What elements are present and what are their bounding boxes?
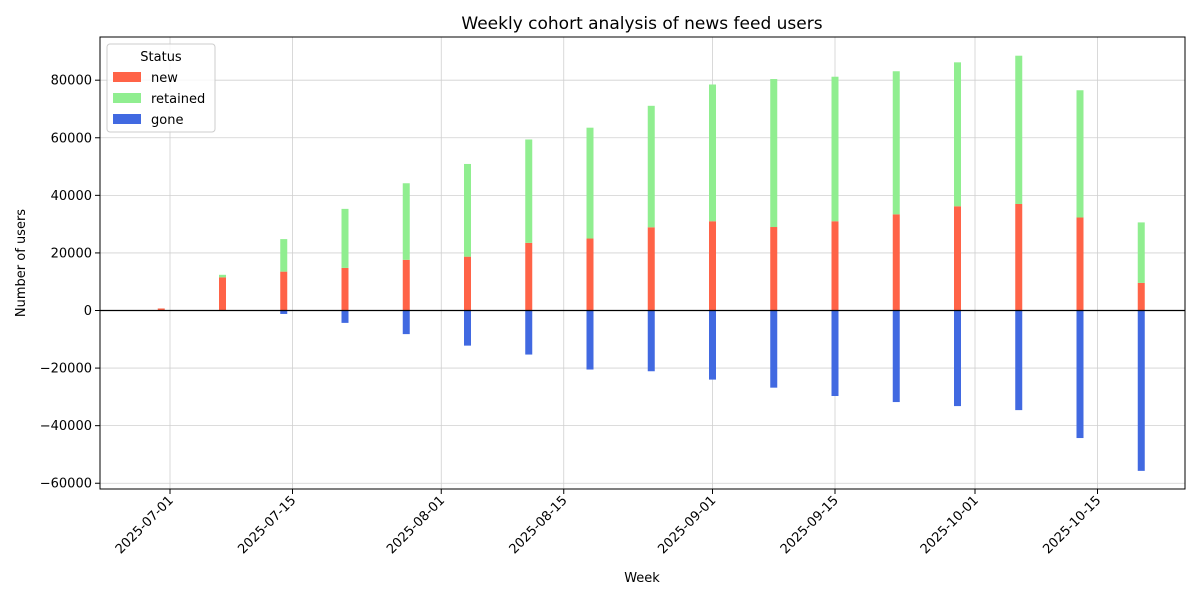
legend: Status new retained gone bbox=[106, 43, 216, 133]
bar-gone bbox=[1137, 310, 1145, 471]
bar-gone bbox=[831, 310, 839, 397]
bar-new bbox=[341, 267, 349, 311]
bar-new bbox=[586, 238, 594, 311]
x-tick-label: 2025-10-01 bbox=[918, 493, 982, 557]
bar-new bbox=[892, 214, 900, 311]
bar-new bbox=[157, 308, 165, 311]
bar-new bbox=[280, 271, 288, 311]
legend-swatch-gone bbox=[113, 114, 141, 124]
y-tick-label: −20000 bbox=[40, 362, 92, 377]
bar-new bbox=[219, 277, 226, 311]
legend-title: Status bbox=[140, 50, 182, 65]
bar-new bbox=[402, 259, 410, 311]
bar-retained bbox=[525, 139, 533, 243]
bar-gone bbox=[709, 310, 716, 380]
bar-gone bbox=[770, 310, 778, 388]
ticks: 2025-07-01 2025-07-15 2025-08-01 2025-08-15… bbox=[40, 74, 1105, 558]
bar-retained bbox=[1076, 90, 1084, 218]
bar-retained bbox=[586, 127, 594, 239]
y-axis-title: Number of users bbox=[14, 209, 29, 317]
bar-gone bbox=[954, 310, 961, 407]
y-tick-label: 0 bbox=[84, 304, 92, 319]
legend-swatch-new bbox=[113, 72, 141, 82]
x-tick-label: 2025-07-01 bbox=[113, 493, 177, 557]
x-tick-label: 2025-10-15 bbox=[1040, 493, 1104, 557]
bar-retained bbox=[280, 239, 288, 272]
bar-retained bbox=[831, 76, 839, 222]
bar-gone bbox=[280, 310, 288, 314]
legend-label-gone: gone bbox=[151, 113, 183, 128]
y-tick-label: 20000 bbox=[51, 246, 92, 261]
bar-retained bbox=[1015, 55, 1023, 204]
bar-retained bbox=[402, 183, 410, 260]
bar-retained bbox=[464, 163, 471, 257]
bar-retained bbox=[647, 105, 655, 228]
bar-retained bbox=[770, 79, 778, 228]
x-tick-label: 2025-08-01 bbox=[384, 493, 448, 557]
plot-frame bbox=[99, 36, 1186, 490]
legend-items: new retained gone bbox=[113, 71, 205, 128]
bar-new bbox=[1015, 203, 1023, 311]
x-axis-title: Week bbox=[624, 571, 660, 586]
bar-new bbox=[464, 256, 471, 311]
bar-new bbox=[770, 227, 778, 311]
bar-gone bbox=[464, 310, 471, 346]
x-tick-label: 2025-09-15 bbox=[778, 493, 842, 557]
bar-new bbox=[1076, 217, 1084, 311]
y-tick-label: 60000 bbox=[51, 131, 92, 146]
bar-retained bbox=[341, 208, 349, 268]
legend-box bbox=[106, 43, 216, 133]
bar-gone bbox=[892, 310, 900, 403]
bar-gone bbox=[341, 310, 349, 323]
bar-gone bbox=[525, 310, 533, 355]
y-tick-label: −60000 bbox=[40, 477, 92, 492]
bar-retained bbox=[954, 62, 961, 207]
bar-retained bbox=[219, 274, 226, 278]
y-tick-label: −40000 bbox=[40, 419, 92, 434]
bar-gone bbox=[402, 310, 410, 335]
bar-new bbox=[647, 227, 655, 311]
x-tick-label: 2025-09-01 bbox=[655, 493, 719, 557]
bar-new bbox=[831, 221, 839, 311]
legend-label-retained: retained bbox=[151, 92, 205, 107]
bar-gone bbox=[1076, 310, 1084, 439]
y-tick-label: 40000 bbox=[51, 189, 92, 204]
legend-swatch-retained bbox=[113, 93, 141, 103]
bar-retained bbox=[709, 84, 716, 222]
legend-label-new: new bbox=[151, 71, 178, 86]
x-tick-label: 2025-07-15 bbox=[235, 493, 299, 557]
x-tick-label: 2025-08-15 bbox=[507, 493, 571, 557]
bar-gone bbox=[647, 310, 655, 372]
bar-retained bbox=[892, 71, 900, 215]
bar-gone bbox=[586, 310, 594, 370]
bar-gone bbox=[1015, 310, 1023, 411]
bar-new bbox=[954, 206, 961, 311]
bar-new bbox=[525, 242, 533, 311]
y-tick-label: 80000 bbox=[51, 74, 92, 89]
chart-title: Weekly cohort analysis of news feed user… bbox=[461, 14, 822, 34]
bar-retained bbox=[1137, 222, 1145, 283]
bars bbox=[100, 55, 1185, 471]
bar-new bbox=[1137, 282, 1145, 311]
bar-new bbox=[709, 221, 716, 311]
